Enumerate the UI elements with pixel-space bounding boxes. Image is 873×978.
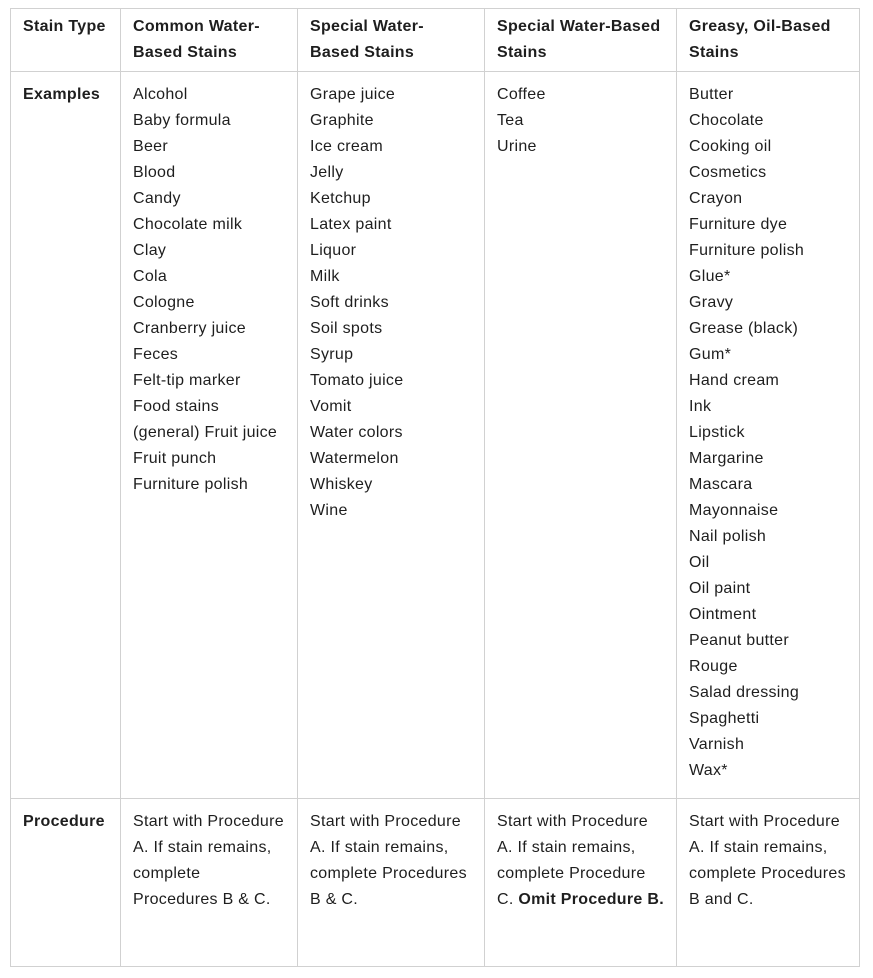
examples-row: Examples Alcohol Baby formula Beer Blood Can…: [10, 71, 860, 799]
list-item: Ointment: [689, 606, 757, 623]
list-item: Milk: [310, 268, 340, 285]
list-item: Beer: [133, 138, 168, 155]
list-item: Alcohol: [133, 86, 188, 103]
header-row: Stain Type Common Water-Based Stains Spe…: [10, 8, 860, 72]
list-item: Candy: [133, 190, 181, 207]
list-item: Chocolate: [689, 112, 764, 129]
list-item: Cranberry juice: [133, 320, 246, 337]
row-label-examples: Examples: [10, 71, 121, 799]
list-item: Syrup: [310, 346, 354, 363]
list-item: Cologne: [133, 294, 195, 311]
column-header-special-water-based-1: Special Water-Based Stains: [297, 8, 485, 72]
list-item: Fruit punch: [133, 450, 217, 467]
procedure-text: Start with Procedure A. If stain remains…: [689, 813, 846, 908]
list-item: Salad dressing: [689, 684, 800, 701]
list-item: Wine: [310, 502, 348, 519]
list-item: Ketchup: [310, 190, 371, 207]
list-item: Furniture dye: [689, 216, 788, 233]
column-header-greasy-oil-based: Greasy, Oil-Based Stains: [676, 8, 860, 72]
list-item: Furniture polish: [689, 242, 805, 259]
procedure-text: Start with Procedure A. If stain remains…: [133, 813, 284, 908]
list-item: Chocolate milk: [133, 216, 243, 233]
list-item: Furniture polish: [133, 476, 249, 493]
list-item: Rouge: [689, 658, 738, 675]
list-item: Lipstick: [689, 424, 745, 441]
list-item: Varnish: [689, 736, 745, 753]
list-item: Tomato juice: [310, 372, 404, 389]
stain-removal-table: Stain Type Common Water-Based Stains Spe…: [10, 8, 860, 967]
list-item: Watermelon: [310, 450, 399, 467]
list-item: Graphite: [310, 112, 374, 129]
list-item: Tea: [497, 112, 524, 129]
list-item: Clay: [133, 242, 167, 259]
examples-cell-greasy-oil-based: Butter Chocolate Cooking oil Cosmetics Crayo…: [676, 71, 860, 799]
list-item: Glue*: [689, 268, 731, 285]
list-item: Oil paint: [689, 580, 751, 597]
list-item: Urine: [497, 138, 537, 155]
column-header-stain-type: Stain Type: [10, 8, 121, 72]
list-item: Grease (black): [689, 320, 799, 337]
list-item: Jelly: [310, 164, 344, 181]
list-item: Soft drinks: [310, 294, 389, 311]
list-item: Liquor: [310, 242, 357, 259]
list-item: Latex paint: [310, 216, 392, 233]
list-item: Baby formula: [133, 112, 231, 129]
list-item: Ice cream: [310, 138, 383, 155]
list-item: Butter: [689, 86, 734, 103]
procedure-text: Start with Procedure A. If stain remains…: [497, 813, 648, 908]
list-item: Whiskey: [310, 476, 373, 493]
procedure-cell-greasy-oil-based: Start with Procedure A. If stain remains…: [676, 798, 860, 967]
list-item: Vomit: [310, 398, 352, 415]
column-header-special-water-based-2: Special Water-Based Stains: [484, 8, 677, 72]
list-item: Nail polish: [689, 528, 767, 545]
procedure-text: Start with Procedure A. If stain remains…: [310, 813, 467, 908]
list-item: Blood: [133, 164, 176, 181]
examples-cell-special-water-based-1: Grape juice Graphite Ice cream Jelly Ketchup…: [297, 71, 485, 799]
list-item: Margarine: [689, 450, 764, 467]
examples-cell-common-water-based: Alcohol Baby formula Beer Blood Candy Chocola…: [120, 71, 298, 799]
list-item: Cooking oil: [689, 138, 772, 155]
list-item: Spaghetti: [689, 710, 760, 727]
list-item: Food stains (general) Fruit juice: [133, 398, 278, 441]
column-header-common-water-based: Common Water-Based Stains: [120, 8, 298, 72]
list-item: Grape juice: [310, 86, 396, 103]
list-item: Peanut butter: [689, 632, 789, 649]
list-item: Hand cream: [689, 372, 780, 389]
list-item: Mayonnaise: [689, 502, 779, 519]
row-label-procedure: Procedure: [10, 798, 121, 967]
list-item: Ink: [689, 398, 712, 415]
list-item: Soil spots: [310, 320, 383, 337]
examples-cell-special-water-based-2: Coffee Tea Urine: [484, 71, 677, 799]
list-item: Mascara: [689, 476, 753, 493]
list-item: Gum*: [689, 346, 732, 363]
list-item: Felt-tip marker: [133, 372, 241, 389]
list-item: Oil: [689, 554, 710, 571]
procedure-text-bold: Omit Procedure B.: [518, 891, 664, 908]
list-item: Gravy: [689, 294, 734, 311]
procedure-cell-common-water-based: Start with Procedure A. If stain remains…: [120, 798, 298, 967]
list-item: Water colors: [310, 424, 403, 441]
list-item: Cosmetics: [689, 164, 767, 181]
procedure-cell-special-water-based-1: Start with Procedure A. If stain remains…: [297, 798, 485, 967]
list-item: Wax*: [689, 762, 728, 779]
procedure-row: Procedure Start with Procedure A. If sta…: [10, 798, 860, 967]
list-item: Coffee: [497, 86, 546, 103]
list-item: Crayon: [689, 190, 743, 207]
list-item: Feces: [133, 346, 179, 363]
list-item: Cola: [133, 268, 168, 285]
procedure-cell-special-water-based-2: Start with Procedure A. If stain remains…: [484, 798, 677, 967]
